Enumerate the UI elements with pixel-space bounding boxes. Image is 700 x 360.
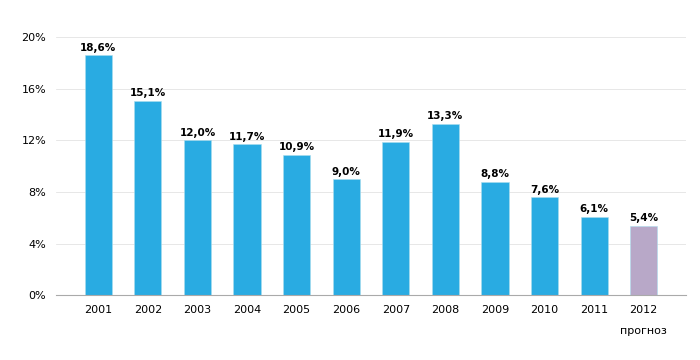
Text: 10,9%: 10,9% (279, 142, 315, 152)
Bar (233, 144, 260, 295)
Bar (332, 179, 360, 295)
Bar (580, 217, 608, 295)
Bar (184, 140, 211, 295)
Text: прогноз: прогноз (620, 326, 667, 336)
Text: 9,0%: 9,0% (332, 167, 361, 177)
Text: 13,3%: 13,3% (427, 111, 463, 121)
Bar (432, 124, 459, 295)
Bar (531, 197, 558, 295)
Bar (283, 155, 310, 295)
Bar (482, 182, 509, 295)
Text: 12,0%: 12,0% (179, 128, 216, 138)
Bar (134, 100, 162, 295)
Text: 11,9%: 11,9% (378, 129, 414, 139)
Text: 8,8%: 8,8% (480, 169, 510, 179)
Bar (630, 226, 657, 295)
Text: 15,1%: 15,1% (130, 88, 166, 98)
Text: 11,7%: 11,7% (229, 132, 265, 142)
Text: 5,4%: 5,4% (629, 213, 658, 223)
Text: 7,6%: 7,6% (530, 185, 559, 195)
Bar (85, 55, 112, 295)
Text: 18,6%: 18,6% (80, 43, 116, 53)
Text: 6,1%: 6,1% (580, 204, 608, 214)
Bar (382, 142, 410, 295)
